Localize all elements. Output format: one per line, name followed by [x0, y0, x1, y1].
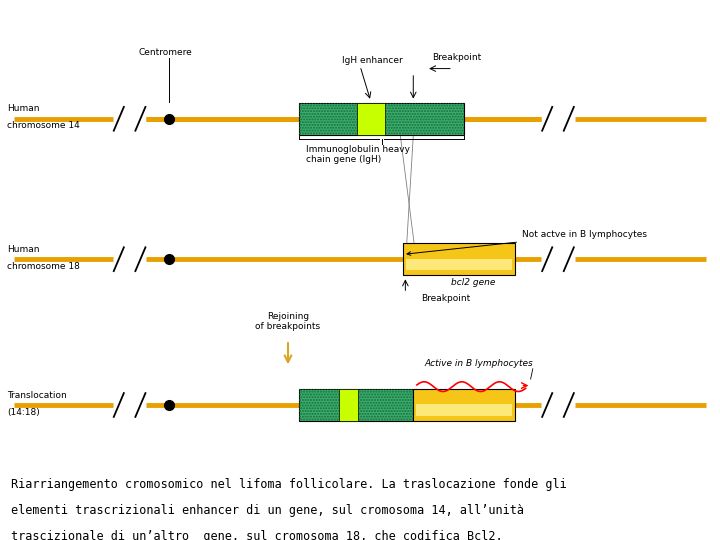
Text: bcl2 gene: bcl2 gene [451, 278, 495, 287]
Bar [403, 243, 515, 275]
Bar [416, 404, 512, 416]
Text: Rejoining
of breakpoints: Rejoining of breakpoints [256, 312, 320, 331]
Text: chromosome 14: chromosome 14 [7, 122, 80, 131]
Text: Translocation: Translocation [7, 390, 67, 400]
Text: Breakpoint: Breakpoint [432, 53, 481, 62]
Text: IgH enhancer: IgH enhancer [342, 56, 402, 65]
Bar [406, 259, 512, 270]
Text: Human: Human [7, 245, 40, 254]
Text: chromosome 18: chromosome 18 [7, 262, 80, 271]
Bar [299, 389, 413, 421]
Text: elementi trascrizionali enhancer di un gene, sul cromosoma 14, all’unità: elementi trascrizionali enhancer di un g… [11, 504, 523, 517]
Text: Immunoglobulin heavy
chain gene (IgH): Immunoglobulin heavy chain gene (IgH) [306, 145, 410, 164]
Text: Breakpoint: Breakpoint [421, 294, 470, 303]
Text: Riarriangemento cromosomico nel lifoma follicolare. La traslocazione fonde gli: Riarriangemento cromosomico nel lifoma f… [11, 478, 567, 491]
Text: Centromere: Centromere [139, 48, 192, 57]
Text: Active in B lymphocytes: Active in B lymphocytes [424, 359, 533, 368]
Bar [299, 103, 464, 135]
Bar [413, 389, 515, 421]
Text: trascizionale di un’altro  gene, sul cromosoma 18, che codifica Bcl2,: trascizionale di un’altro gene, sul crom… [11, 530, 503, 540]
Bar [339, 389, 359, 421]
Text: (14:18): (14:18) [7, 408, 40, 417]
Bar [357, 103, 385, 135]
Text: Human: Human [7, 104, 40, 113]
Bar [299, 103, 464, 135]
Bar [299, 389, 413, 421]
Text: Not actve in B lymphocytes: Not actve in B lymphocytes [407, 231, 647, 255]
